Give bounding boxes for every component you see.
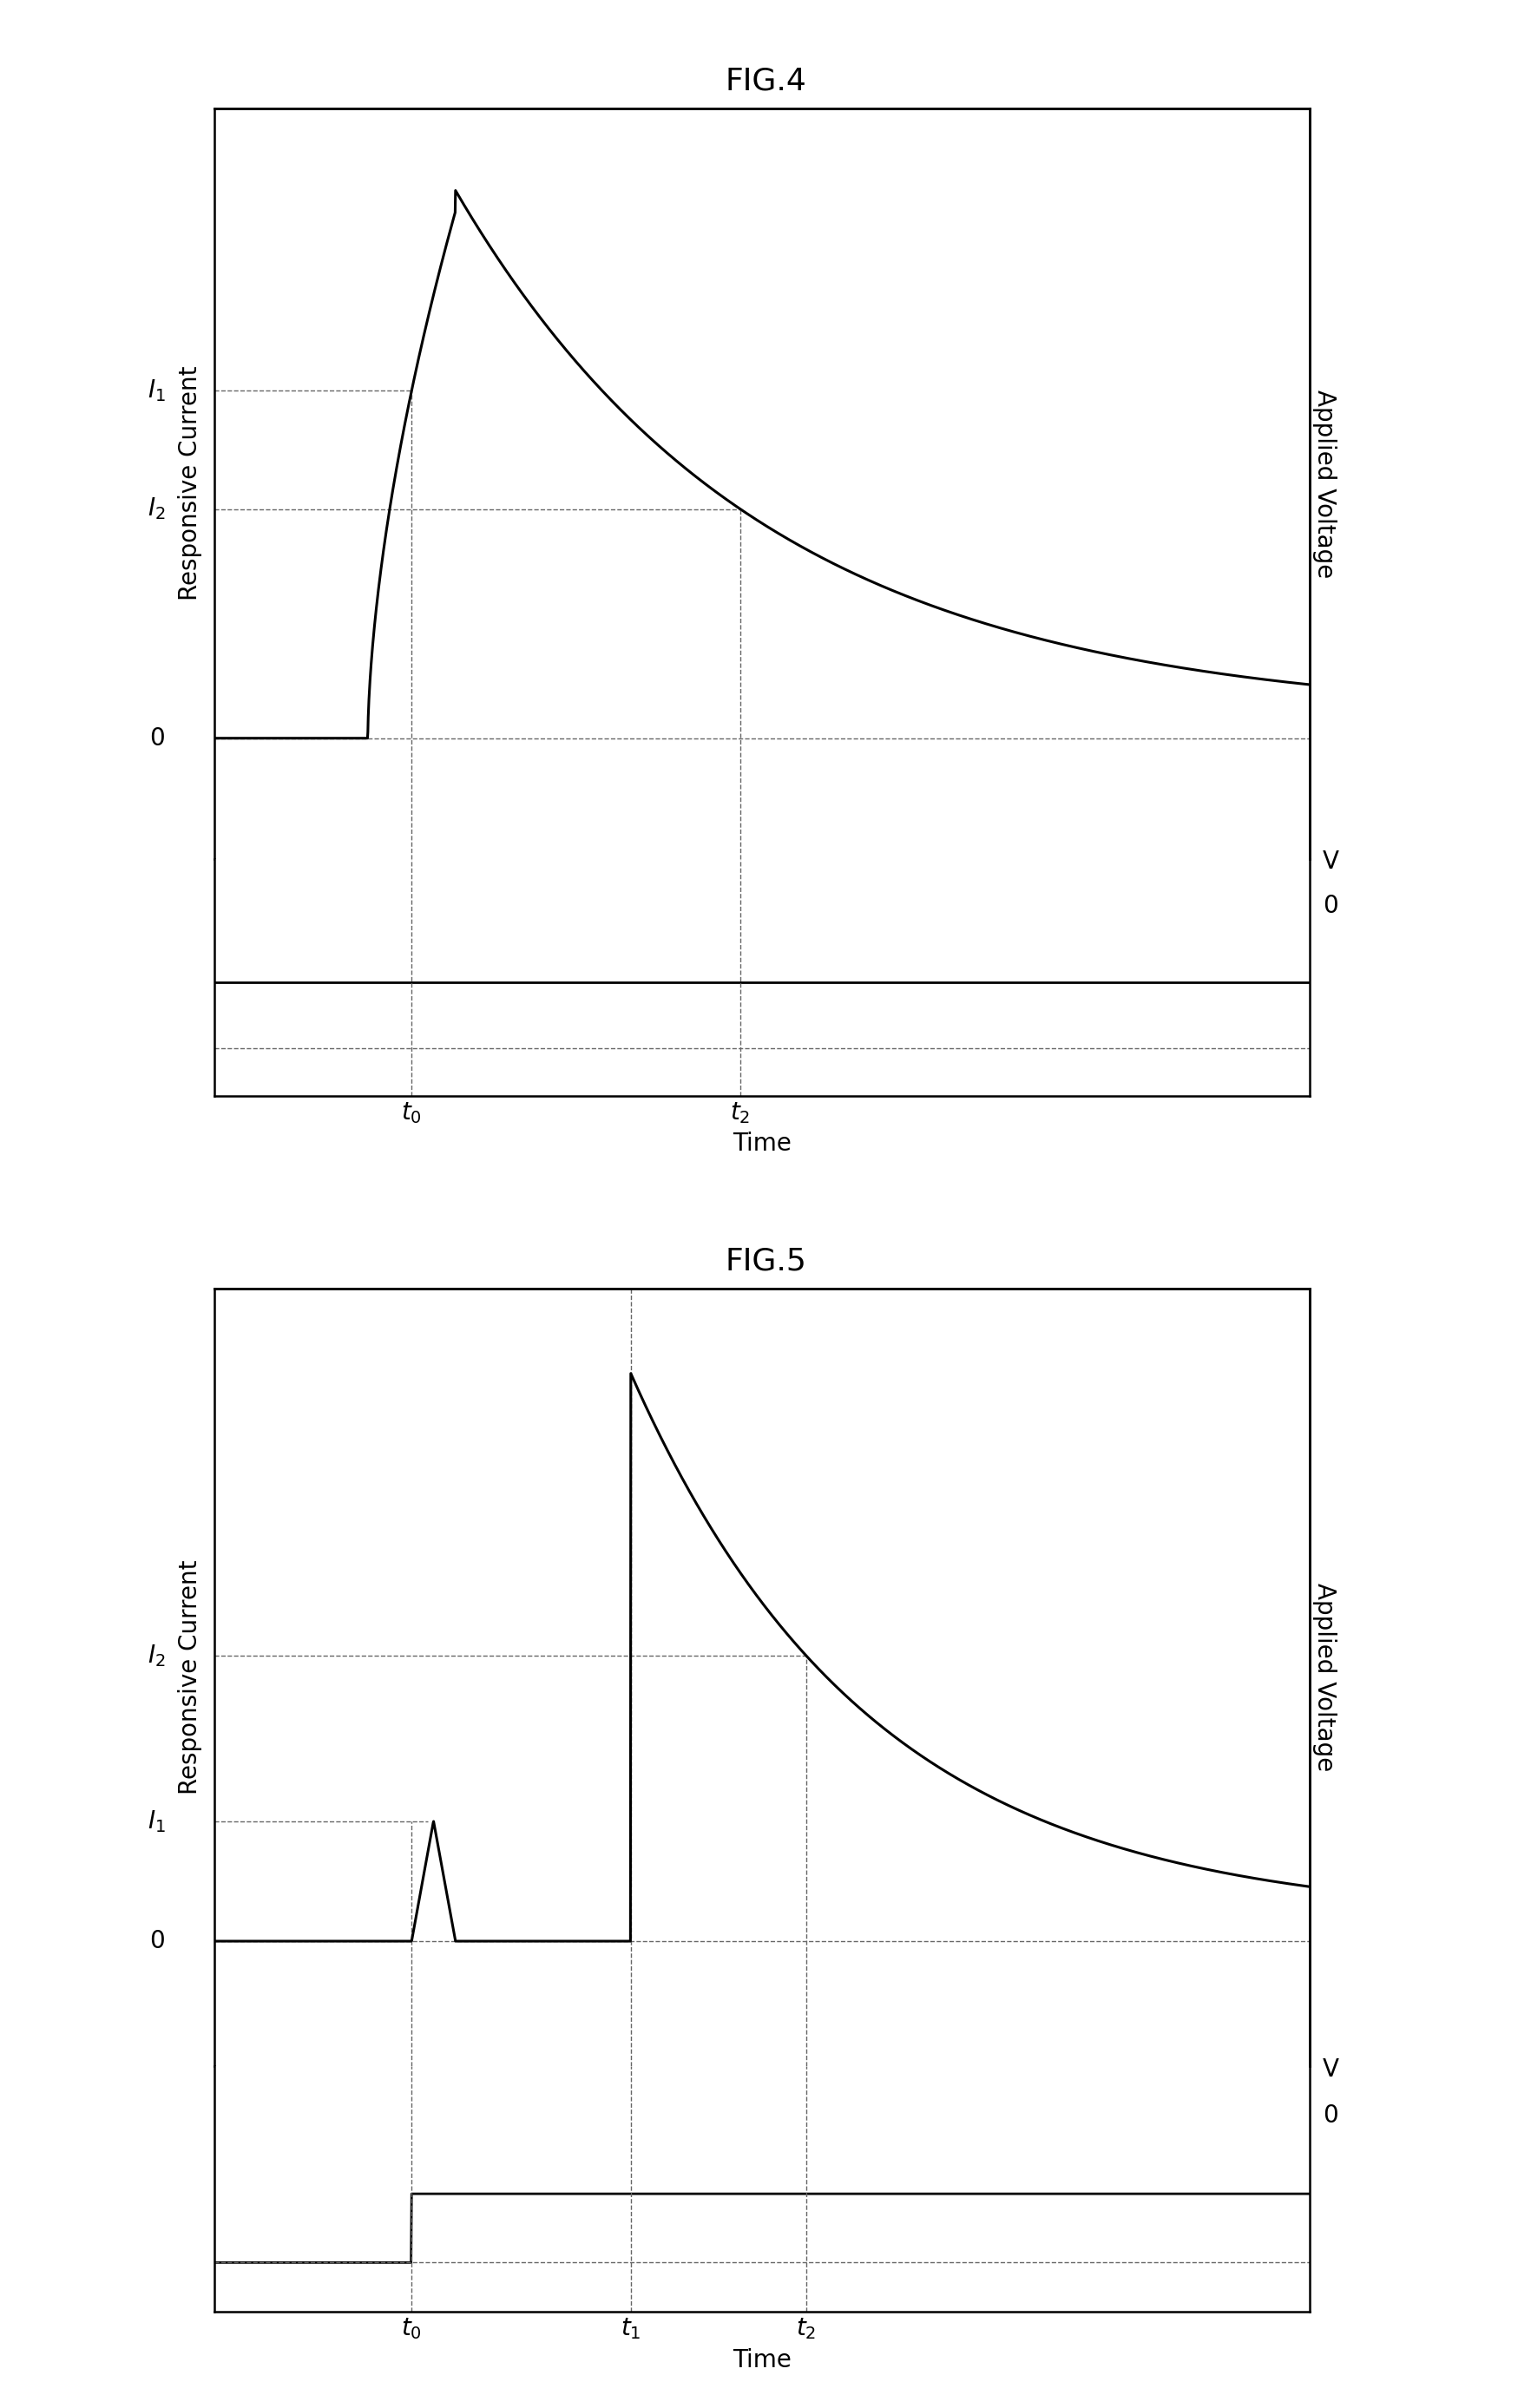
Text: FIG.5: FIG.5	[724, 1247, 807, 1276]
Text: V: V	[1323, 850, 1338, 874]
Text: $0$: $0$	[150, 727, 165, 751]
Text: Time: Time	[732, 2348, 792, 2372]
Text: $t_1$: $t_1$	[620, 2316, 640, 2341]
Y-axis label: Applied Voltage: Applied Voltage	[1311, 390, 1335, 578]
Text: $t_0$: $t_0$	[401, 2316, 421, 2341]
Text: FIG.4: FIG.4	[724, 67, 807, 96]
Text: 0: 0	[1323, 893, 1338, 917]
Text: $I_2$: $I_2$	[147, 1642, 165, 1669]
Y-axis label: Responsive Current: Responsive Current	[178, 1560, 202, 1794]
Text: $t_2$: $t_2$	[730, 1100, 750, 1125]
Text: 0: 0	[1323, 2102, 1338, 2126]
Text: $I_2$: $I_2$	[147, 496, 165, 523]
Text: $I_1$: $I_1$	[147, 378, 165, 405]
Text: Time: Time	[732, 1132, 792, 1156]
Text: $0$: $0$	[150, 1929, 165, 1953]
Text: $t_2$: $t_2$	[796, 2316, 816, 2341]
Y-axis label: Responsive Current: Responsive Current	[178, 366, 202, 602]
Text: $t_0$: $t_0$	[401, 1100, 421, 1125]
Text: V: V	[1323, 2056, 1338, 2081]
Y-axis label: Applied Voltage: Applied Voltage	[1311, 1582, 1335, 1772]
Text: $I_1$: $I_1$	[147, 1808, 165, 1835]
